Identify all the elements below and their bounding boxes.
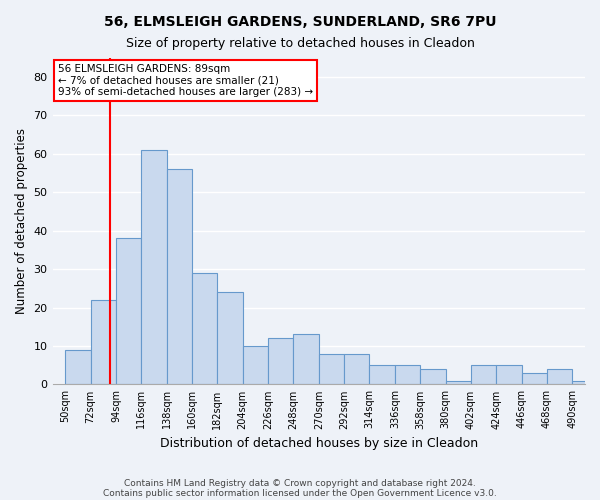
Bar bbox=[116, 238, 141, 384]
Text: Contains public sector information licensed under the Open Government Licence v3: Contains public sector information licen… bbox=[103, 488, 497, 498]
Bar bbox=[521, 373, 547, 384]
Bar bbox=[395, 365, 420, 384]
Bar bbox=[572, 380, 598, 384]
Bar bbox=[65, 350, 91, 384]
Bar bbox=[293, 334, 319, 384]
Bar bbox=[446, 380, 471, 384]
Text: 56, ELMSLEIGH GARDENS, SUNDERLAND, SR6 7PU: 56, ELMSLEIGH GARDENS, SUNDERLAND, SR6 7… bbox=[104, 15, 496, 29]
Bar bbox=[167, 169, 192, 384]
Bar bbox=[192, 273, 217, 384]
Bar bbox=[471, 365, 496, 384]
Bar bbox=[420, 369, 446, 384]
Bar bbox=[496, 365, 521, 384]
Bar bbox=[217, 292, 243, 384]
Text: 56 ELMSLEIGH GARDENS: 89sqm
← 7% of detached houses are smaller (21)
93% of semi: 56 ELMSLEIGH GARDENS: 89sqm ← 7% of deta… bbox=[58, 64, 313, 97]
Bar bbox=[319, 354, 344, 384]
Text: Contains HM Land Registry data © Crown copyright and database right 2024.: Contains HM Land Registry data © Crown c… bbox=[124, 478, 476, 488]
Y-axis label: Number of detached properties: Number of detached properties bbox=[15, 128, 28, 314]
Bar bbox=[370, 365, 395, 384]
Bar bbox=[91, 300, 116, 384]
Bar bbox=[547, 369, 572, 384]
Bar bbox=[344, 354, 370, 384]
Text: Size of property relative to detached houses in Cleadon: Size of property relative to detached ho… bbox=[125, 38, 475, 51]
Bar bbox=[268, 338, 293, 384]
Bar bbox=[141, 150, 167, 384]
X-axis label: Distribution of detached houses by size in Cleadon: Distribution of detached houses by size … bbox=[160, 437, 478, 450]
Bar bbox=[243, 346, 268, 385]
